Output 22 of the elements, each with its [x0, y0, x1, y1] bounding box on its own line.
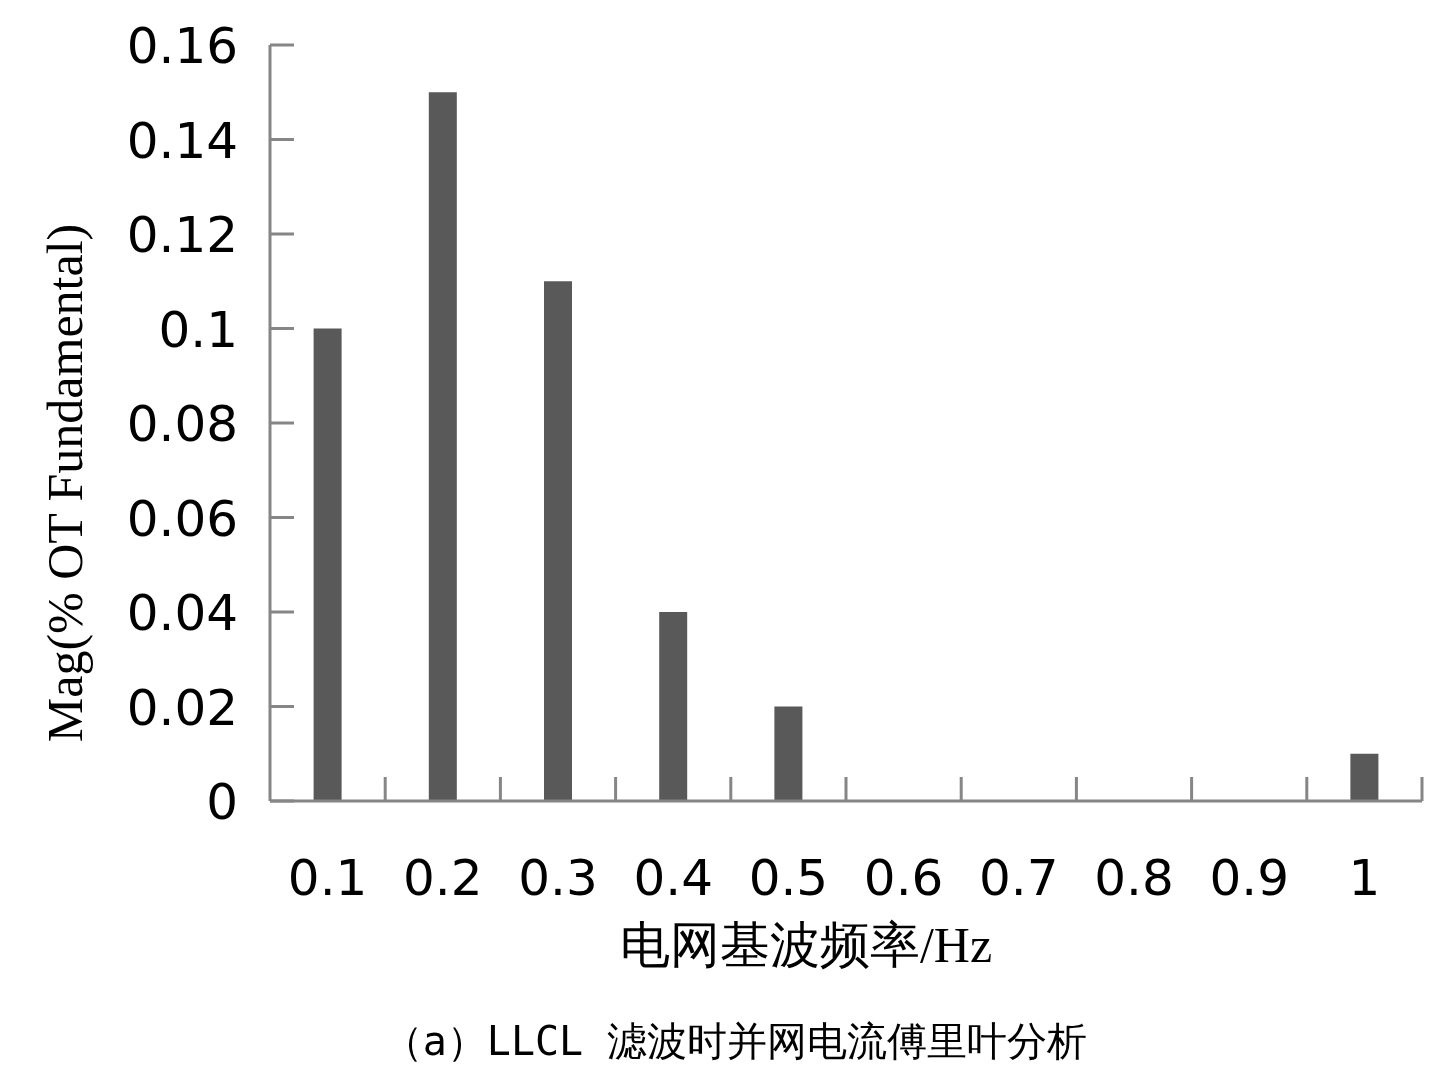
xtick: 0.2 [403, 849, 483, 907]
xlabel: 电网基波频率/Hz [619, 917, 993, 973]
ytick: 0.1 [158, 300, 238, 359]
xtick: 1 [1348, 849, 1381, 907]
xtick: 0.5 [748, 849, 829, 907]
ytick: 0.02 [126, 678, 238, 737]
xtick: 0.8 [1094, 849, 1174, 907]
xtick: 0.4 [633, 849, 713, 907]
ytick: 0.12 [126, 206, 238, 264]
xtick: 0.6 [863, 849, 944, 907]
xtick: 0.1 [287, 849, 368, 907]
ytick: 0 [206, 773, 238, 831]
ytick: 0.14 [126, 111, 238, 170]
xtick: 0.3 [518, 849, 598, 907]
title: （a）LLCL 滤波时并网电流傅里叶分析 [382, 1018, 1088, 1064]
ytick: 0.06 [126, 489, 238, 548]
ylabel: Mag(% OT Fundamental) [37, 223, 93, 743]
ytick: 0.08 [126, 395, 238, 453]
ytick: 0.04 [126, 584, 238, 642]
xtick: 0.9 [1209, 849, 1289, 907]
ytick: 0.16 [126, 17, 238, 75]
xtick: 0.7 [979, 849, 1059, 907]
